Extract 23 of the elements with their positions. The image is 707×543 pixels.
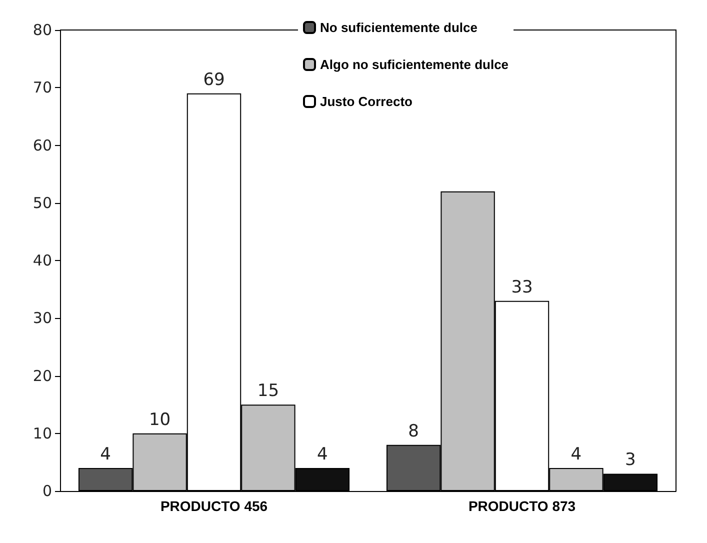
y-tick-label: 50	[32, 194, 52, 212]
y-tick-label: 10	[32, 424, 52, 442]
y-tick-label: 60	[32, 136, 52, 154]
y-tick-label: 20	[32, 366, 52, 385]
data-label: 33	[511, 277, 533, 298]
data-label: 15	[257, 381, 280, 402]
data-label: 69	[203, 70, 225, 90]
legend-label: Justo Correcto	[320, 94, 413, 109]
y-tick-label: 70	[32, 78, 52, 97]
data-label: 10	[148, 410, 171, 430]
data-label: 4	[100, 444, 111, 464]
y-tick-label: 80	[32, 21, 52, 39]
legend-label: No suficientemente dulce	[320, 20, 478, 35]
data-label: 3	[625, 450, 636, 470]
y-tick-label: 30	[32, 309, 52, 328]
data-label: 4	[317, 444, 328, 464]
y-tick-label: 40	[32, 252, 52, 270]
data-label: 4	[570, 444, 582, 464]
x-tick-label: PRODUCTO 873	[468, 498, 576, 514]
y-tick-label: 0	[42, 482, 52, 500]
data-label: 8	[408, 421, 419, 442]
legend-label: Algo no suficientemente dulce	[320, 57, 509, 72]
x-tick-label: PRODUCTO 456	[160, 498, 268, 514]
